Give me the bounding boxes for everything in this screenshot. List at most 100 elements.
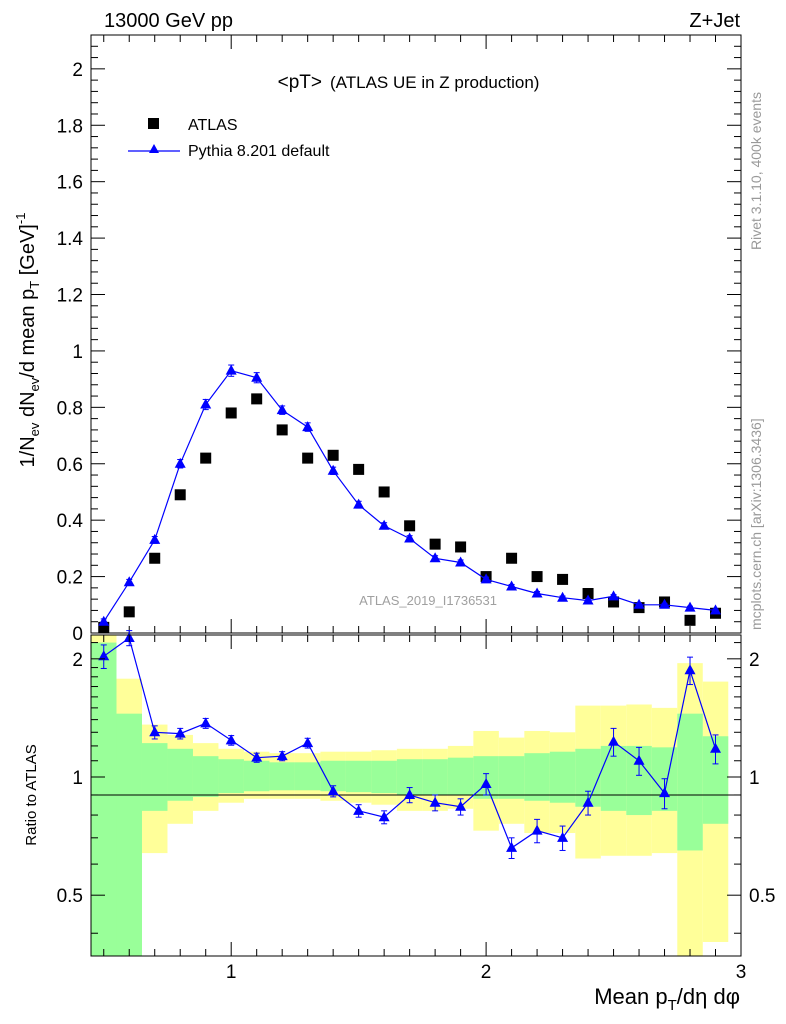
band-inner <box>371 760 397 794</box>
band-inner <box>549 751 576 803</box>
ratio-point <box>200 717 212 728</box>
ratio-y-axis-title: Ratio to ATLAS <box>23 744 40 845</box>
ratio-point <box>480 777 492 788</box>
svg-text:Mean pT/dη dφ: Mean pT/dη dφ <box>594 984 740 1014</box>
mc-point <box>149 533 161 544</box>
atlas-point <box>174 489 186 501</box>
mc-point <box>633 598 645 609</box>
ratio-point <box>302 737 314 748</box>
mc-point <box>200 398 212 409</box>
ratio-y-tick-label-right: 1 <box>749 768 760 789</box>
x-axis-title: Mean pT/dη dφ <box>594 984 740 1014</box>
mc-point <box>659 598 671 609</box>
atlas-point <box>582 588 594 600</box>
mc-point <box>276 404 288 415</box>
band-inner <box>524 753 550 801</box>
ratio-point <box>506 841 518 852</box>
atlas-point <box>531 571 543 583</box>
legend-label-mc: Pythia 8.201 default <box>188 143 330 160</box>
atlas-point <box>98 621 110 633</box>
band-inner <box>243 760 270 792</box>
analysis-id-label: ATLAS_2019_I1736531 <box>359 593 497 608</box>
ratio-point <box>251 751 263 762</box>
ratio-bands <box>91 635 729 956</box>
ratio-point <box>404 788 416 799</box>
x-tick-label: 2 <box>481 962 492 983</box>
main-title: <pT> (ATLAS UE in Z production) <box>278 72 540 93</box>
ratio-point <box>98 650 110 661</box>
mc-point <box>608 590 620 601</box>
ratio-point <box>276 750 288 761</box>
mc-point <box>353 498 365 509</box>
main-y-tick-label: 1.2 <box>57 286 83 307</box>
ratio-point <box>225 734 237 745</box>
atlas-point <box>684 614 696 626</box>
main-panel: 0 0.2 0.4 0.6 0.8 1 1.2 1.4 1.6 1.8 2 <pT> (ATLAS … <box>13 34 742 645</box>
ratio-y-tick-label-right: 2 <box>749 650 760 671</box>
ratio-y-tick-label: 0.5 <box>57 886 83 907</box>
band-inner <box>116 713 142 956</box>
svg-text:1/Nev dNev/d mean pT [GeV]-1: 1/Nev dNev/d mean pT [GeV]-1 <box>13 213 42 468</box>
main-y-tick-label: 0.8 <box>57 398 83 419</box>
mc-point <box>174 457 186 468</box>
main-y-tick-label: 1.6 <box>57 173 83 194</box>
x-tick-label: 1 <box>226 962 237 983</box>
band-inner <box>192 756 219 797</box>
atlas-point <box>123 606 135 618</box>
mc-point <box>684 601 696 612</box>
ratio-point <box>531 824 543 835</box>
band-inner <box>677 713 703 851</box>
ratio-point <box>684 664 696 675</box>
ratio-point <box>557 831 569 842</box>
main-y-tick-label: 0.2 <box>57 568 83 589</box>
ratio-point <box>353 804 365 815</box>
band-inner <box>447 757 474 795</box>
atlas-point <box>302 452 314 464</box>
ratio-point <box>608 735 620 746</box>
ratio-point <box>378 811 390 822</box>
ratio-axes: 0.5 0.5 1 1 2 2 1 2 3 <box>57 635 775 983</box>
mc-point <box>123 576 135 587</box>
band-inner <box>294 762 321 791</box>
band-inner <box>422 759 448 795</box>
ratio-point <box>327 785 339 796</box>
band-inner <box>269 762 295 791</box>
atlas-point <box>455 541 467 553</box>
process-label: Z+Jet <box>689 10 740 32</box>
x-tick-label: 3 <box>736 962 747 983</box>
mc-point <box>557 591 569 602</box>
legend-marker-atlas <box>148 118 159 129</box>
mc-point <box>506 580 518 591</box>
atlas-point <box>200 452 212 464</box>
ratio-panel-frame <box>90 634 742 957</box>
main-y-tick-label: 0.6 <box>57 455 83 476</box>
band-inner <box>218 759 244 794</box>
ratio-point <box>633 754 645 765</box>
atlas-point <box>251 393 263 405</box>
mc-line <box>103 370 716 623</box>
ratio-y-tick-label: 2 <box>72 650 83 671</box>
mc-point <box>327 464 339 475</box>
ratio-point <box>659 787 671 798</box>
atlas-point <box>149 552 161 564</box>
header-area: 13000 GeV pp Z+Jet <box>104 10 740 32</box>
mc-point <box>302 421 314 432</box>
atlas-point <box>608 596 620 608</box>
mc-point <box>251 371 263 382</box>
mc-point <box>98 615 110 626</box>
ratio-y-tick-label-right: 0.5 <box>749 886 775 907</box>
mc-point <box>710 604 722 615</box>
ratio-point <box>429 796 441 807</box>
mc-point <box>531 587 543 598</box>
atlas-point <box>378 486 390 498</box>
atlas-point <box>225 407 237 419</box>
main-y-tick-label: 1 <box>72 342 83 363</box>
legend-label-atlas: ATLAS <box>188 117 238 134</box>
ratio-point <box>149 726 161 737</box>
plot-title-sub: (ATLAS UE in Z production) <box>330 73 539 92</box>
mc-point <box>225 364 237 375</box>
atlas-point <box>404 520 416 532</box>
ratio-point <box>582 796 594 807</box>
mc-point <box>480 573 492 584</box>
